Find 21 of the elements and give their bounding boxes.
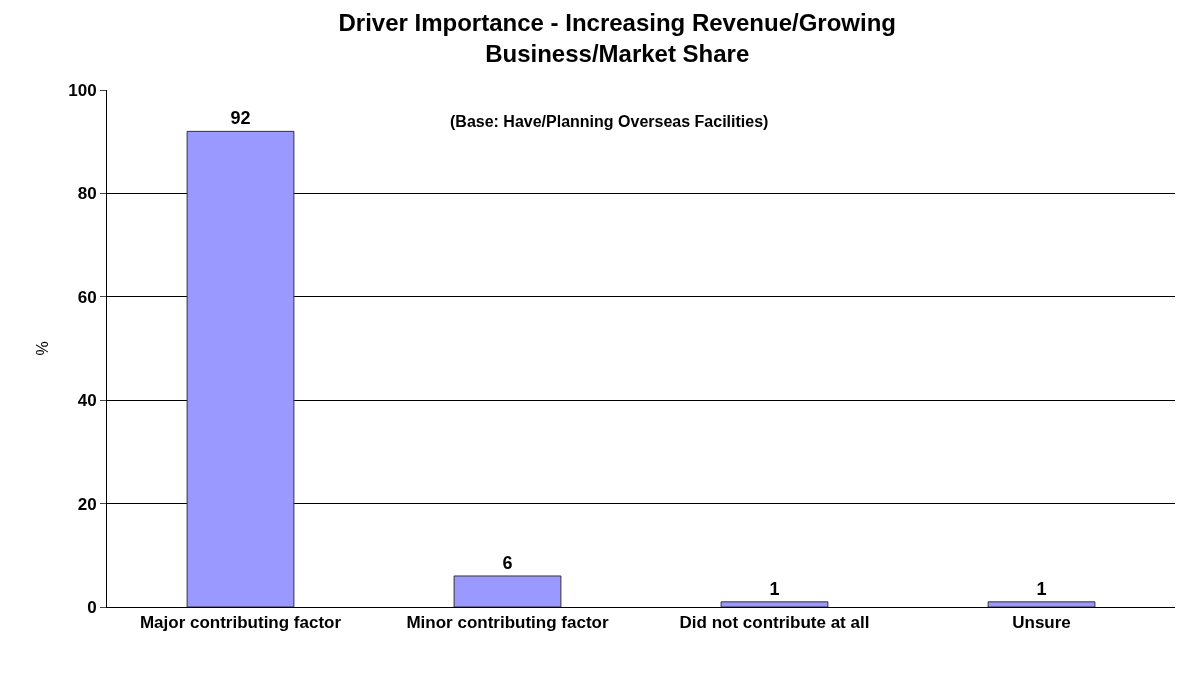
x-tick-label: Minor contributing factor (406, 613, 609, 633)
y-tick-label: 100 (68, 80, 97, 100)
y-tick-label: 40 (77, 391, 97, 411)
bar (453, 575, 562, 607)
data-label: 6 (502, 552, 513, 573)
y-axis-title: % (34, 341, 52, 356)
y-tick-label: 60 (77, 287, 97, 307)
data-label: 1 (769, 578, 780, 599)
bar (987, 601, 1096, 607)
y-tick-label: 0 (87, 597, 97, 617)
data-label: 92 (230, 108, 251, 129)
x-tick-label: Unsure (1012, 613, 1071, 633)
bar (720, 601, 829, 607)
x-tick-label: Did not contribute at all (679, 613, 870, 633)
y-tick-label: 80 (77, 184, 97, 204)
bar (186, 130, 295, 607)
annotation: (Base: Have/Planning Overseas Facilities) (450, 113, 769, 130)
chart-title: Driver Importance - Increasing Revenue/Growing Business/Market Share (338, 8, 896, 67)
data-label: 1 (1036, 578, 1047, 599)
x-tick-label: Major contributing factor (139, 613, 342, 633)
y-tick-label: 20 (77, 494, 97, 514)
